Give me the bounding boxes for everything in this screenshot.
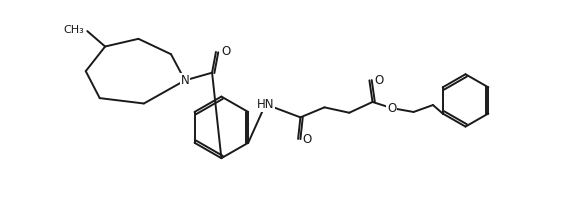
Text: O: O: [387, 102, 397, 115]
Text: HN: HN: [257, 98, 274, 111]
Text: O: O: [221, 45, 230, 58]
Text: CH₃: CH₃: [64, 25, 84, 35]
Text: N: N: [180, 74, 189, 87]
Text: O: O: [303, 133, 312, 146]
Text: O: O: [375, 74, 384, 87]
